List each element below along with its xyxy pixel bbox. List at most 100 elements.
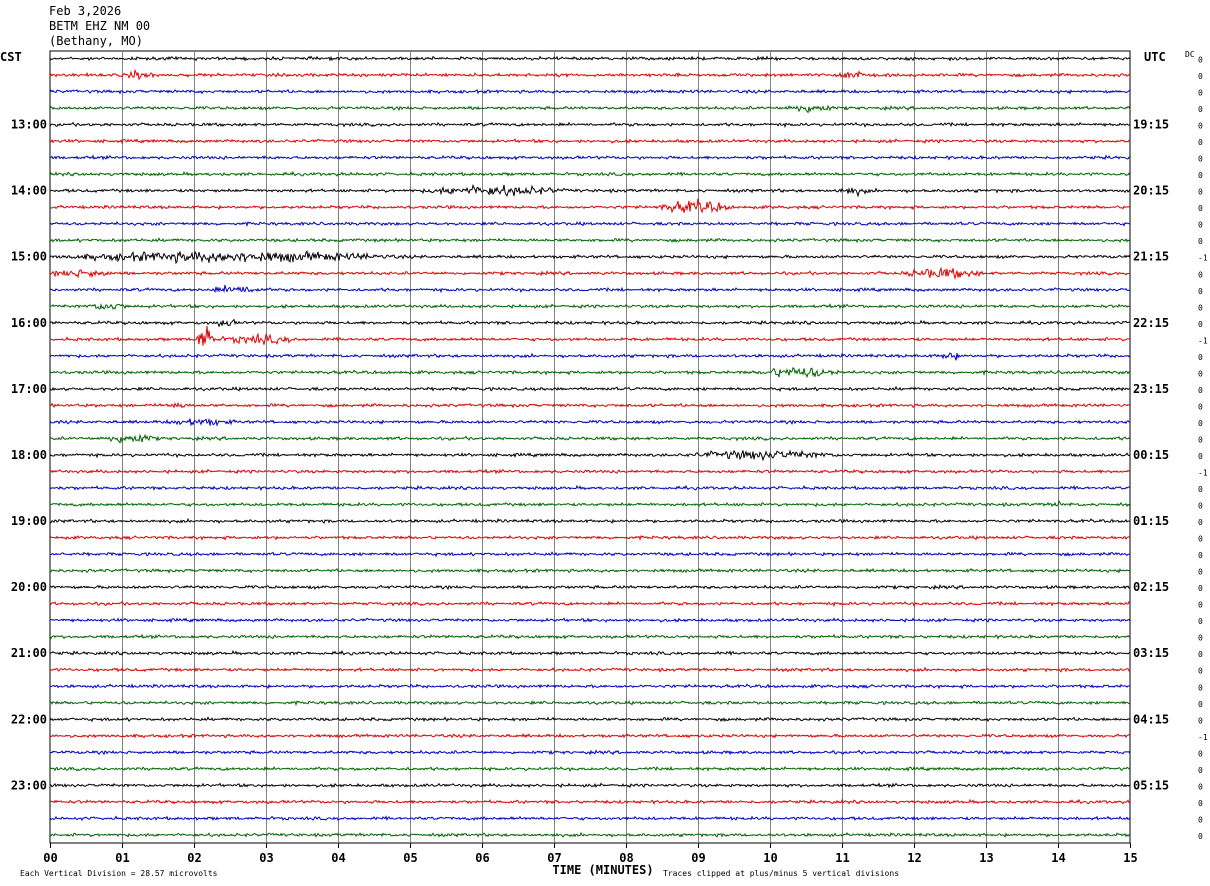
dc-offset-label: 0	[1198, 138, 1203, 147]
left-timezone-label: CST	[0, 50, 22, 64]
right-hour-label: 04:15	[1133, 712, 1169, 726]
x-tick-label: 02	[187, 851, 201, 865]
trace-35	[49, 633, 1131, 640]
right-hour-label: 21:15	[1133, 250, 1169, 264]
trace-16	[49, 318, 1131, 328]
right-hour-label: 00:15	[1133, 448, 1169, 462]
dc-offset-label: 0	[1198, 782, 1203, 791]
dc-offset-label: 0	[1198, 634, 1203, 643]
vertical-division-note: Each Vertical Division = 28.57 microvolt…	[20, 869, 218, 878]
trace-37	[49, 666, 1131, 673]
dc-offset-label: 0	[1198, 353, 1203, 362]
x-tick-label: 06	[475, 851, 489, 865]
dc-offset-label: 0	[1198, 72, 1203, 81]
left-hour-label: 19:00	[11, 514, 47, 528]
dc-offset-label: 0	[1198, 485, 1203, 494]
plot-frame	[49, 50, 1131, 844]
x-tick-label: 01	[115, 851, 129, 865]
trace-45	[49, 798, 1131, 806]
trace-36	[49, 649, 1131, 656]
trace-14	[49, 284, 1130, 294]
trace-7	[49, 170, 1131, 177]
dc-offset-label: 0	[1198, 56, 1203, 65]
dc-offset-label: 0	[1198, 832, 1203, 841]
dc-offset-label: 0	[1198, 122, 1203, 131]
x-tick-label: 00	[43, 851, 57, 865]
dc-offset-label: 0	[1198, 419, 1203, 428]
dc-offset-label: 0	[1198, 287, 1203, 296]
clip-note: Traces clipped at plus/minus 5 vertical …	[663, 869, 899, 878]
left-hour-label: 21:00	[11, 646, 47, 660]
trace-32	[49, 584, 1131, 591]
dc-offset-label: -1	[1198, 469, 1208, 478]
dc-offset-label: 0	[1198, 188, 1203, 197]
dc-offset-label: 0	[1198, 435, 1203, 444]
dc-offset-label: 0	[1198, 667, 1203, 676]
trace-6	[49, 154, 1131, 161]
dc-offset-label: -1	[1198, 733, 1208, 742]
dc-offset-label: 0	[1198, 171, 1203, 180]
dc-offset-label: 0	[1198, 320, 1203, 329]
traces	[49, 55, 1131, 838]
trace-17	[49, 325, 1131, 346]
trace-8	[49, 184, 1131, 198]
trace-41	[49, 732, 1131, 739]
trace-18	[49, 352, 1131, 361]
right-hour-label: 01:15	[1133, 514, 1169, 528]
trace-26	[49, 484, 1131, 492]
header-date: Feb 3,2026	[49, 4, 122, 18]
trace-13	[49, 266, 1131, 281]
dc-offset-label: 0	[1198, 155, 1203, 164]
trace-11	[49, 237, 1131, 244]
x-tick-label: 11	[835, 851, 849, 865]
axis-labels: CST UTC DC 13:00 14:00 15:00 16:00 17:00 18:00 19…	[0, 50, 1208, 878]
right-hour-label: 23:15	[1133, 382, 1169, 396]
trace-3	[49, 104, 1131, 114]
trace-22	[49, 417, 1131, 427]
left-hour-label: 23:00	[11, 778, 47, 792]
trace-5	[49, 138, 1131, 145]
x-tick-label: 13	[979, 851, 993, 865]
left-hour-label: 15:00	[11, 250, 47, 264]
trace-4	[49, 121, 1131, 129]
x-tick-label: 10	[763, 851, 777, 865]
trace-25	[49, 468, 1131, 475]
x-tick-label: 05	[403, 851, 417, 865]
dc-offset-label: 0	[1198, 584, 1203, 593]
dc-offset-label: 0	[1198, 815, 1203, 824]
minute-grid	[49, 50, 1131, 844]
trace-19	[49, 367, 1131, 379]
dc-offset-label: 0	[1198, 749, 1203, 758]
trace-20	[49, 385, 1131, 392]
dc-offset-label: 0	[1198, 551, 1203, 560]
left-hour-label: 20:00	[11, 580, 47, 594]
trace-27	[49, 499, 1131, 508]
left-hour-label: 14:00	[11, 184, 47, 198]
trace-46	[49, 815, 1131, 822]
trace-29	[49, 534, 1131, 542]
trace-30	[49, 551, 1131, 558]
x-tick-label: 15	[1123, 851, 1137, 865]
dc-offset-label: 0	[1198, 568, 1203, 577]
trace-33	[49, 600, 1131, 608]
dc-offset-label: 0	[1198, 452, 1203, 461]
trace-10	[49, 220, 1131, 228]
right-hour-label: 05:15	[1133, 778, 1169, 792]
right-hour-label: 20:15	[1133, 184, 1169, 198]
left-hour-label: 13:00	[11, 118, 47, 132]
trace-24	[49, 449, 1131, 462]
trace-47	[50, 831, 1131, 838]
dc-offset-label: 0	[1198, 270, 1203, 279]
dc-offset-label: 0	[1198, 535, 1203, 544]
x-tick-label: 07	[547, 851, 561, 865]
dc-offset-label: 0	[1198, 402, 1203, 411]
trace-12	[49, 250, 1131, 265]
right-timezone-label: UTC	[1144, 50, 1166, 64]
right-hour-label: 19:15	[1133, 118, 1169, 132]
dc-offset-label: 0	[1198, 237, 1203, 246]
dc-offset-label: 0	[1198, 502, 1203, 511]
trace-2	[49, 88, 1131, 95]
dc-offset-label: 0	[1198, 221, 1203, 230]
dc-offset-label: 0	[1198, 204, 1203, 213]
